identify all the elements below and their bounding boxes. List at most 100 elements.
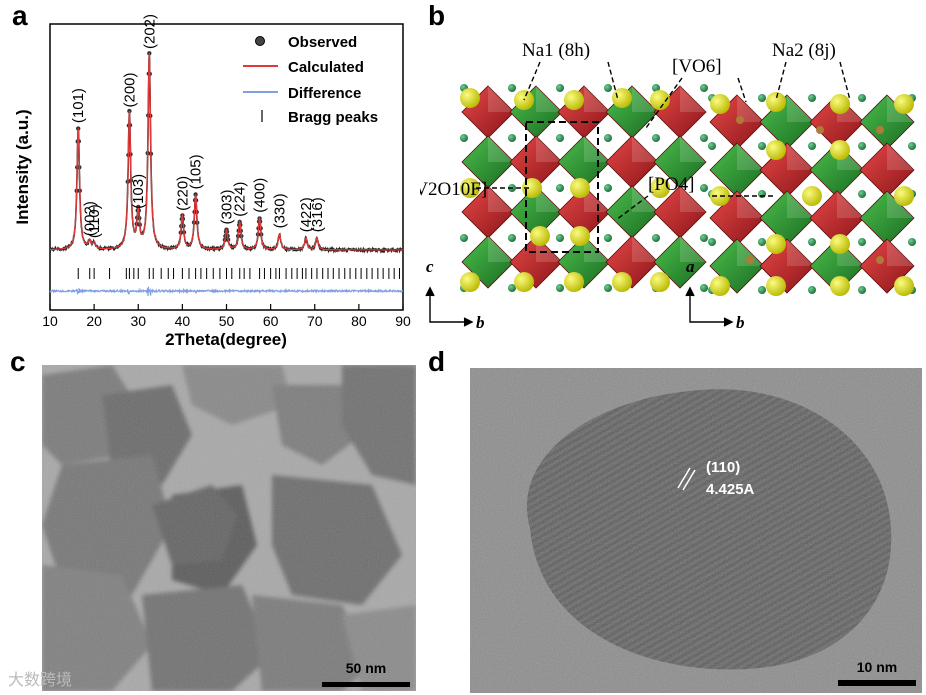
x-tick-label: 90 bbox=[395, 313, 411, 329]
x-tick-label: 70 bbox=[307, 313, 323, 329]
polyhedron-face bbox=[787, 95, 814, 122]
polyhedron-face bbox=[536, 86, 562, 112]
polyhedron-face bbox=[887, 143, 914, 170]
oxygen-atom bbox=[652, 234, 660, 242]
polyhedron-face bbox=[680, 236, 706, 262]
oxygen-atom bbox=[604, 234, 612, 242]
scale-label-d: 10 nm bbox=[857, 659, 897, 675]
peak-label: (224) bbox=[232, 182, 249, 217]
peak-label: (303) bbox=[219, 189, 236, 224]
oxygen-atom bbox=[758, 190, 766, 198]
x-tick-label: 60 bbox=[263, 313, 279, 329]
sodium-atom bbox=[766, 92, 786, 112]
polyhedron-face bbox=[680, 86, 706, 112]
polyhedron-face bbox=[787, 143, 814, 170]
scale-bar-c bbox=[322, 682, 410, 687]
oxygen-atom bbox=[508, 134, 516, 142]
legend-bragg: Bragg peaks bbox=[288, 109, 378, 126]
axis-b-left: b bbox=[476, 313, 485, 332]
scale-label-c: 50 nm bbox=[346, 660, 386, 676]
sodium-atom bbox=[460, 178, 480, 198]
polyhedron-face bbox=[488, 136, 514, 162]
oxygen-atom bbox=[604, 284, 612, 292]
xrd-marks: (101) (002)(110) (200) (103) (202) (220)(105)… bbox=[49, 14, 404, 297]
sodium-atom bbox=[894, 186, 914, 206]
leader-lines bbox=[476, 61, 851, 221]
phosphorus-atom bbox=[746, 256, 754, 264]
plot-frame bbox=[49, 23, 404, 311]
peak-label: (002) bbox=[82, 201, 99, 236]
oxygen-atom bbox=[556, 184, 564, 192]
axes-right bbox=[685, 286, 734, 327]
oxygen-atom bbox=[758, 286, 766, 294]
oxygen-atom bbox=[758, 94, 766, 102]
oxygen-atom bbox=[808, 238, 816, 246]
polyhedron-face bbox=[680, 186, 706, 212]
label-na1: Na1 (8h) bbox=[522, 40, 590, 61]
polyhedron-face bbox=[632, 86, 658, 112]
polyhedron-face bbox=[737, 191, 764, 218]
oxygen-atom bbox=[908, 238, 916, 246]
panel-label-c: c bbox=[10, 346, 26, 377]
sodium-atom bbox=[530, 226, 550, 246]
polyhedron-face bbox=[632, 136, 658, 162]
crystal-structure: Na1 (8h) Na2 (8j) [VO6] [V2O10F] [PO4] c… bbox=[420, 40, 916, 332]
oxygen-atom bbox=[460, 234, 468, 242]
oxygen-atom bbox=[508, 234, 516, 242]
sodium-atom bbox=[830, 140, 850, 160]
polyhedron-face bbox=[488, 86, 514, 112]
peak-label: (110) bbox=[86, 204, 103, 238]
sodium-atom bbox=[612, 88, 632, 108]
panel-label-d: d bbox=[428, 346, 446, 377]
sodium-atom bbox=[710, 94, 730, 114]
polyhedron-face bbox=[488, 186, 514, 212]
label-po4: [PO4] bbox=[648, 174, 694, 195]
right-unit-cell bbox=[708, 92, 916, 296]
x-tick-label: 40 bbox=[175, 313, 191, 329]
oxygen-atom bbox=[808, 94, 816, 102]
polyhedron-face bbox=[680, 136, 706, 162]
oxygen-atom bbox=[604, 84, 612, 92]
oxygen-atom bbox=[758, 238, 766, 246]
polyhedron-face bbox=[536, 136, 562, 162]
axes-left bbox=[425, 286, 474, 327]
polyhedron-face bbox=[584, 86, 610, 112]
oxygen-atom bbox=[556, 84, 564, 92]
oxygen-atom bbox=[556, 134, 564, 142]
peak-label: (103) bbox=[130, 174, 147, 209]
lattice-fringe-marker bbox=[677, 467, 696, 491]
sodium-atom bbox=[766, 276, 786, 296]
legend-marker-observed bbox=[255, 36, 265, 46]
oxygen-atom bbox=[700, 234, 708, 242]
polyhedron-face bbox=[887, 239, 914, 266]
oxygen-atom bbox=[858, 94, 866, 102]
peak-label: (202) bbox=[141, 14, 158, 49]
legend: Observed Calculated Difference Bragg pea… bbox=[243, 34, 378, 126]
sodium-atom bbox=[650, 178, 670, 198]
y-axis-label: Intensity (a.u.) bbox=[13, 109, 32, 224]
peak-label: (422) bbox=[298, 197, 315, 232]
peak-label: (101) bbox=[70, 88, 87, 123]
phosphorus-atom bbox=[816, 126, 824, 134]
oxygen-atom bbox=[708, 142, 716, 150]
oxygen-atom bbox=[858, 238, 866, 246]
panel-label-a: a bbox=[12, 0, 28, 31]
polyhedron-face bbox=[837, 191, 864, 218]
tem-image-high-res: (110) 4.425A 10 nm bbox=[470, 368, 922, 693]
oxygen-atom bbox=[908, 142, 916, 150]
watermark: 大数跨境 bbox=[8, 670, 73, 689]
oxygen-atom bbox=[858, 142, 866, 150]
scale-bar-d bbox=[838, 680, 916, 686]
sodium-atom bbox=[570, 226, 590, 246]
phosphorus-atom bbox=[876, 126, 884, 134]
label-vo6: [VO6] bbox=[672, 56, 722, 77]
legend-observed: Observed bbox=[288, 34, 357, 51]
sodium-atom bbox=[830, 276, 850, 296]
sodium-atom bbox=[460, 272, 480, 292]
sodium-atom bbox=[570, 178, 590, 198]
oxygen-atom bbox=[556, 234, 564, 242]
x-axis-ticks: 10 20 30 40 50 60 70 80 90 bbox=[42, 304, 411, 329]
left-unit-cell bbox=[460, 84, 708, 292]
polyhedron-face bbox=[737, 95, 764, 122]
axis-b-right: b bbox=[736, 313, 745, 332]
